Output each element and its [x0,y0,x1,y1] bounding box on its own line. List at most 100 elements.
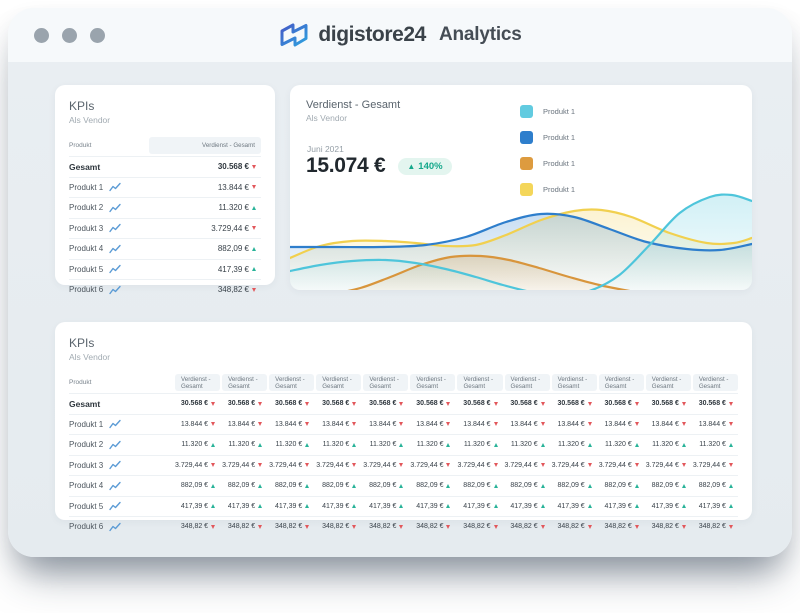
trend-sparkline-icon[interactable] [109,182,121,192]
row-value-number: 882,09 € [322,482,350,490]
column-header-value[interactable]: Verdienst - Gesamt [363,374,409,391]
kpi-wide-title: KPIs [69,336,95,350]
column-header-product: Produkt [69,379,92,386]
trend-indicator-icon [728,463,733,468]
trend-indicator-icon [634,442,639,447]
row-value-number: 348,82 € [463,523,491,531]
row-value-number: 882,09 € [274,482,303,490]
column-header-value[interactable]: Verdienst - Gesamt [222,374,268,391]
row-label-text: Gesamt [69,398,101,409]
trend-indicator-icon [305,483,310,488]
trend-sparkline-icon[interactable] [109,501,121,511]
row-value-number: 11.320 € [416,441,444,449]
column-header-value[interactable]: Verdienst - Gesamt [269,374,315,391]
trend-indicator-icon [399,463,404,468]
trend-indicator-icon [446,401,451,406]
legend-swatch [520,105,533,118]
row-value-number: 348,82 € [604,523,632,531]
trend-indicator-icon [540,463,545,468]
trend-indicator-icon [634,504,639,509]
legend-item[interactable]: Produkt 1 [520,157,575,170]
row-value: 11.320 € [408,441,455,448]
row-label: Produkt 3 [69,460,173,470]
trend-indicator-icon [258,524,263,529]
column-header-value[interactable]: Verdienst - Gesamt [175,374,221,391]
trend-sparkline-icon[interactable] [109,522,121,532]
row-value-number: 30.568 € [604,400,632,408]
kpi-table-header: Produkt Verdienst - Gesamt Verdienst - Ges… [69,374,738,391]
trend-indicator-icon [587,463,592,468]
trend-indicator-icon [305,524,310,529]
row-value: 11.320 € [220,441,267,448]
app-window: digistore24 Analytics KPIs Als Vendor Pr… [8,8,792,557]
row-label-text: Produkt 2 [69,440,104,450]
trend-sparkline-icon[interactable] [109,285,121,295]
row-value-number: 348,82 € [698,523,726,531]
trend-sparkline-icon[interactable] [109,481,121,491]
row-label: Gesamt [69,162,149,172]
column-header-value[interactable]: Verdienst - Gesamt [692,374,738,391]
column-header-value[interactable]: Verdienst - Gesamt [457,374,503,391]
legend-swatch [520,157,533,170]
legend-item[interactable]: Produkt 1 [520,183,575,196]
revenue-area-chart[interactable] [290,185,752,290]
column-header-value[interactable]: Verdienst - Gesamt [551,374,597,391]
row-value: 30.568 € [691,400,738,407]
column-header-value[interactable]: Verdienst - Gesamt [645,374,691,391]
row-value-number: 13.844 € [369,420,397,428]
table-row: Produkt 5 417,39 € 417,39 € 417,39 € 417,39 … [69,495,738,517]
column-header-value[interactable]: Verdienst - Gesamt [149,137,261,154]
row-value: 348,82 € [455,523,502,530]
row-value: 3.729,44 € [267,462,314,469]
row-value-number: 30.568 € [180,400,209,408]
trend-indicator-icon [728,483,733,488]
column-header-value[interactable]: Verdienst - Gesamt [504,374,550,391]
table-row: Produkt 3 3.729,44 € 3.729,44 € 3.729,44 € 3… [69,454,738,476]
window-control-dot[interactable] [62,27,77,43]
kpi-panel: KPIs Als Vendor Produkt Verdienst - Gesam… [55,85,275,294]
column-header-value[interactable]: Verdienst - Gesamt [598,374,644,391]
trend-indicator-icon [540,442,545,447]
row-value-number: 417,39 € [463,502,491,510]
row-value-number: 30.568 € [463,400,491,408]
trend-sparkline-icon[interactable] [109,419,121,429]
row-label: Produkt 2 [69,440,173,450]
column-header-value[interactable]: Verdienst - Gesamt [410,374,456,391]
table-row: Produkt 1 13.844 € 13.844 € 13.844 € 13.844 … [69,413,738,435]
trend-indicator-icon [493,401,498,406]
column-header-value[interactable]: Verdienst - Gesamt [316,374,362,391]
row-value-number: 348,82 € [369,523,397,531]
window-control-dot[interactable] [34,27,49,43]
trend-indicator-icon [493,483,498,488]
row-value: 3.729,44 € [644,462,691,469]
trend-sparkline-icon[interactable] [109,203,121,213]
trend-indicator-icon [446,483,451,488]
row-value-number: 11.320 € [463,441,491,449]
window-control-dot[interactable] [90,27,105,43]
table-row: Produkt 4 882,09 € [69,238,261,259]
trend-sparkline-icon[interactable] [109,223,121,233]
trend-indicator-icon [634,401,639,406]
row-value-number: 13.844 € [180,420,209,428]
chart-series-line [290,208,752,260]
legend-item[interactable]: Produkt 1 [520,105,575,118]
kpi-wide-table: Produkt Verdienst - Gesamt Verdienst - Ges… [55,362,752,537]
trend-indicator-icon [305,422,310,427]
row-value-number: 417,39 € [180,502,209,510]
row-value-number: 348,82 € [274,523,303,531]
trend-sparkline-icon[interactable] [109,264,121,274]
row-value: 13.844 € [314,421,361,428]
row-value-number: 3.729,44 € [598,461,632,469]
trend-indicator-icon [681,422,686,427]
legend-item[interactable]: Produkt 1 [520,131,575,144]
row-value-number: 11.320 € [652,441,679,449]
trend-sparkline-icon[interactable] [109,440,121,450]
trend-indicator-icon [540,422,545,427]
table-row: Produkt 3 3.729,44 € [69,217,261,239]
chart-area-fill [290,194,752,290]
trend-sparkline-icon[interactable] [109,460,121,470]
row-value-number: 11.320 € [605,441,632,449]
trend-sparkline-icon[interactable] [109,244,121,254]
legend-swatch [520,183,533,196]
row-value: 13.844 € [455,421,502,428]
